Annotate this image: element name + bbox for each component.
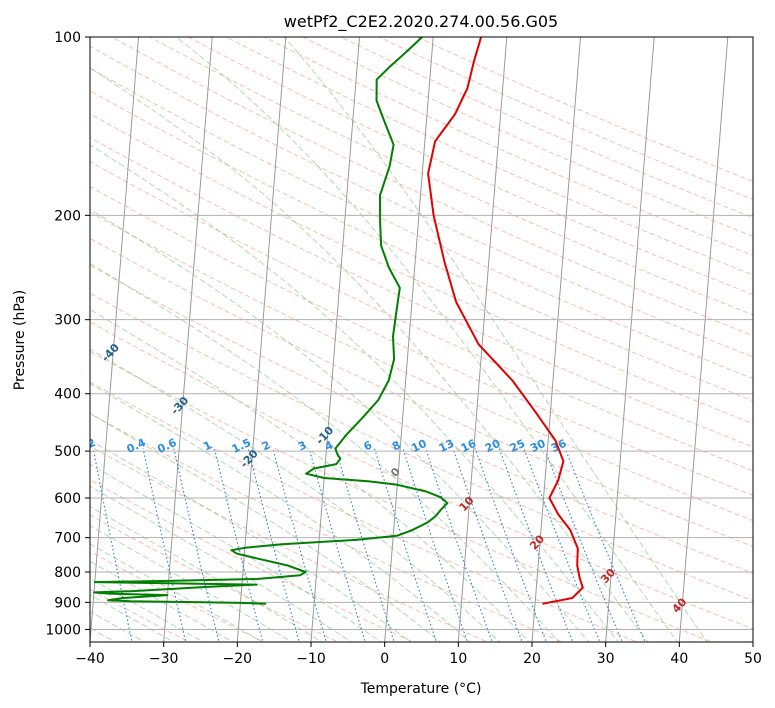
moist-adiabat-line: [90, 485, 353, 642]
dry-adiabat-line: [90, 264, 753, 574]
y-tick-label: 500: [54, 444, 81, 460]
dewpoint-profile-line: [93, 37, 449, 605]
mixing-ratio-line: [373, 448, 437, 642]
mixing-ratio-label: 13: [437, 437, 456, 455]
x-tick-label: 0: [380, 651, 389, 667]
mixing-ratio-label: 10: [409, 437, 429, 455]
mixing-ratio-line: [425, 448, 493, 642]
mixing-ratio-line: [272, 448, 327, 642]
y-axis: 100 200 300 400 500 600 700 800 900 1000: [45, 30, 90, 638]
x-tick-label: −30: [149, 651, 179, 667]
x-axis-title: Temperature (°C): [360, 681, 482, 697]
x-tick-label: −40: [75, 651, 105, 667]
moist-adiabat-line: [90, 67, 649, 642]
dry-adiabat-line: [90, 211, 753, 522]
isotherm-line: [236, 37, 287, 642]
dry-adiabat-line: [148, 37, 753, 316]
mixing-ratio-line: [402, 448, 469, 642]
profile-lines: [93, 37, 584, 605]
mixing-ratio-line: [452, 448, 523, 642]
mixing-ratio-label: 16: [459, 437, 479, 455]
x-tick-label: −20: [223, 651, 253, 667]
isotherm-line: [678, 37, 729, 642]
y-tick-label: 100: [54, 30, 81, 46]
mixing-ratio-line: [335, 448, 395, 642]
x-tick-label: 40: [670, 651, 688, 667]
mixing-ratio-line: [142, 448, 187, 642]
isotherm-line: [90, 37, 139, 642]
y-tick-label: 200: [54, 208, 81, 224]
x-tick-label: −10: [296, 651, 326, 667]
mixing-ratio-label: 20: [483, 437, 503, 455]
moist-adiabat-line: [90, 144, 619, 642]
dry-adiabat-line: [90, 45, 753, 358]
plot-frame: [89, 36, 754, 643]
mixing-ratio-line: [247, 448, 300, 642]
y-tick-label: 900: [54, 595, 81, 611]
mixing-ratio-label: 30: [528, 437, 548, 455]
mixing-ratio-label: 36: [549, 437, 569, 455]
mixing-ratio-label: 0.2: [75, 436, 98, 456]
x-tick-label: 50: [744, 651, 762, 667]
dry-adiabat-line: [187, 37, 753, 296]
x-tick-label: 30: [597, 651, 615, 667]
isotherm-line: [163, 37, 213, 642]
x-axis: −40 −30 −20 −10 0 10 20 30 40 50: [75, 642, 762, 667]
y-axis-title: Pressure (hPa): [12, 290, 28, 390]
mixing-ratio-line: [92, 448, 133, 642]
y-tick-label: 700: [54, 531, 81, 547]
mixing-ratio-line: [308, 448, 366, 642]
y-tick-label: 300: [54, 313, 81, 329]
mixing-ratio-line: [474, 448, 547, 642]
mixing-ratio-line: [173, 448, 220, 642]
temperature-profile-line: [427, 37, 584, 605]
isotherm-line: [457, 37, 508, 642]
dry-adiabat-line: [90, 445, 489, 642]
dry-adiabat-line: [90, 67, 753, 380]
dry-adiabat-line: [90, 237, 753, 548]
y-tick-label: 800: [54, 565, 81, 581]
x-tick-label: 10: [449, 651, 467, 667]
y-tick-label: 400: [54, 387, 81, 403]
dry-adiabat-line: [90, 185, 753, 496]
isotherm-line: [384, 37, 434, 642]
x-tick-label: 20: [523, 651, 541, 667]
y-tick-label: 1000: [45, 622, 81, 638]
isotherm-line: [531, 37, 581, 642]
moist-adiabat-line: [175, 37, 679, 642]
isotherm-line: [605, 37, 655, 642]
mixing-ratio-line: [213, 448, 264, 642]
mixing-ratio-label: 25: [508, 437, 527, 455]
chart-title: wetPf2_C2E2.2020.274.00.56.G05: [284, 12, 558, 32]
dry-adiabat-line: [90, 90, 753, 402]
y-tick-label: 600: [54, 491, 81, 507]
moist-adiabat-line: [90, 348, 501, 642]
dry-adiabat-line: [110, 37, 753, 337]
